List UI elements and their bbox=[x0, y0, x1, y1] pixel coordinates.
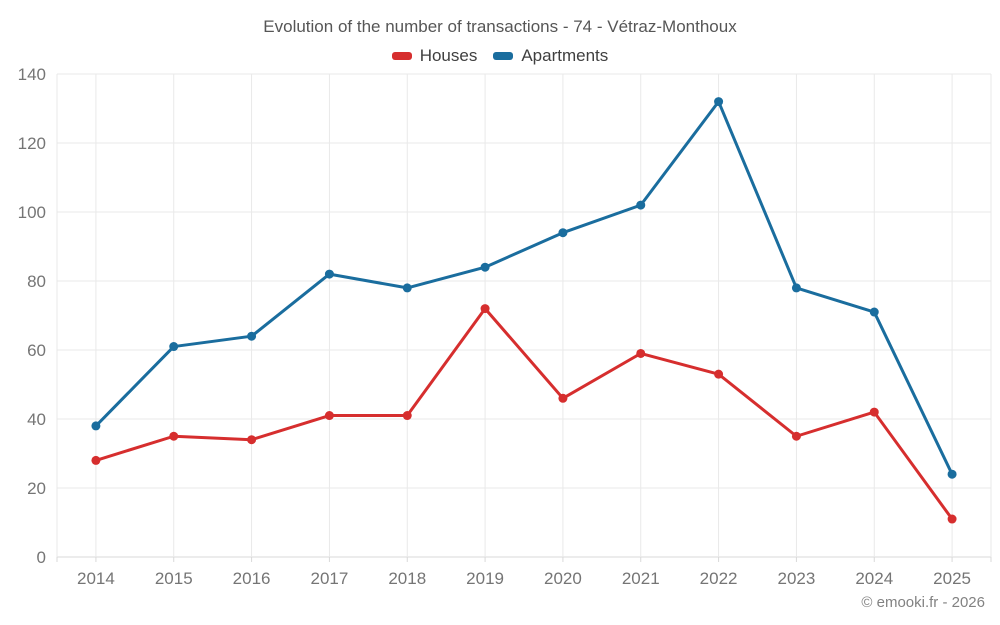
y-tick-label: 80 bbox=[27, 272, 46, 291]
x-tick-label: 2025 bbox=[933, 569, 971, 588]
x-tick-label: 2023 bbox=[778, 569, 816, 588]
apartments-point bbox=[636, 200, 646, 210]
apartments-point bbox=[324, 269, 334, 279]
x-tick-label: 2021 bbox=[622, 569, 660, 588]
x-tick-label: 2014 bbox=[77, 569, 115, 588]
legend-item-apartments[interactable]: Apartments bbox=[493, 46, 608, 66]
apartments-point bbox=[169, 342, 179, 352]
chart-legend: Houses Apartments bbox=[0, 46, 1000, 66]
houses-point bbox=[869, 407, 879, 417]
y-tick-label: 100 bbox=[18, 203, 46, 222]
y-tick-label: 140 bbox=[18, 65, 46, 84]
apartments-point bbox=[947, 469, 957, 479]
x-tick-label: 2017 bbox=[311, 569, 349, 588]
apartments-point bbox=[91, 421, 101, 431]
apartments-point bbox=[869, 307, 879, 317]
x-tick-label: 2022 bbox=[700, 569, 738, 588]
x-tick-label: 2019 bbox=[466, 569, 504, 588]
chart-title: Evolution of the number of transactions … bbox=[263, 17, 737, 36]
apartments-point bbox=[714, 97, 724, 107]
x-tick-label: 2016 bbox=[233, 569, 271, 588]
houses-line bbox=[94, 307, 954, 521]
apartments-swatch-icon bbox=[493, 52, 514, 60]
houses-point bbox=[636, 348, 646, 358]
houses-point bbox=[480, 304, 490, 314]
y-tick-label: 20 bbox=[27, 479, 46, 498]
apartments-point bbox=[791, 283, 801, 293]
legend-label-apartments: Apartments bbox=[521, 46, 609, 65]
x-tick-label: 2024 bbox=[855, 569, 893, 588]
apartments-point bbox=[247, 331, 257, 341]
apartments-line bbox=[94, 100, 954, 476]
legend-item-houses[interactable]: Houses bbox=[391, 46, 478, 66]
houses-swatch-icon bbox=[391, 52, 412, 60]
x-tick-label: 2018 bbox=[388, 569, 426, 588]
houses-point bbox=[947, 514, 957, 524]
y-tick-label: 60 bbox=[27, 341, 46, 360]
houses-point bbox=[402, 411, 412, 421]
houses-point bbox=[558, 393, 568, 403]
houses-point bbox=[169, 431, 179, 441]
y-tick-label: 40 bbox=[27, 410, 46, 429]
apartments-point bbox=[480, 262, 490, 272]
x-tick-label: 2015 bbox=[155, 569, 193, 588]
apartments-point bbox=[402, 283, 412, 293]
houses-point bbox=[324, 411, 334, 421]
apartments-point bbox=[558, 228, 568, 238]
houses-point bbox=[247, 435, 257, 445]
legend-label-houses: Houses bbox=[419, 46, 478, 65]
y-tick-label: 0 bbox=[37, 548, 46, 567]
x-tick-label: 2020 bbox=[544, 569, 582, 588]
copyright-credit: © emooki.fr - 2026 bbox=[861, 594, 985, 611]
houses-point bbox=[91, 455, 101, 465]
y-tick-label: 120 bbox=[18, 134, 46, 153]
houses-point bbox=[714, 369, 724, 379]
houses-point bbox=[791, 431, 801, 441]
